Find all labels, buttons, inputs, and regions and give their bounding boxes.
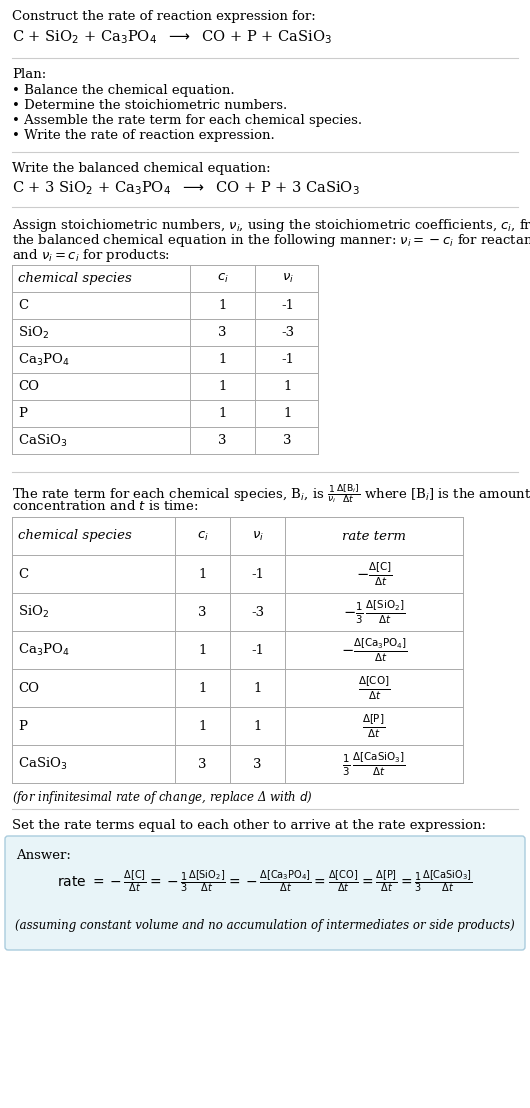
Text: rate $= -\frac{\Delta[\mathrm{C}]}{\Delta t} = -\frac{1}{3}\frac{\Delta[\mathrm{: rate $= -\frac{\Delta[\mathrm{C}]}{\Delt… (57, 869, 473, 894)
Text: $c_i$: $c_i$ (197, 530, 208, 543)
Text: C: C (18, 299, 28, 312)
Text: $\frac{1}{3}\,\frac{\Delta[\mathrm{CaSiO_3}]}{\Delta t}$: $\frac{1}{3}\,\frac{\Delta[\mathrm{CaSiO… (342, 750, 406, 778)
Text: • Write the rate of reaction expression.: • Write the rate of reaction expression. (12, 129, 275, 142)
Text: Assign stoichiometric numbers, $\nu_i$, using the stoichiometric coefficients, $: Assign stoichiometric numbers, $\nu_i$, … (12, 217, 530, 234)
Text: $\nu_i$: $\nu_i$ (281, 271, 294, 285)
Text: 3: 3 (218, 434, 227, 447)
Text: -3: -3 (281, 326, 294, 339)
Text: 1: 1 (198, 567, 207, 581)
Text: 1: 1 (218, 407, 227, 420)
Text: -1: -1 (281, 299, 294, 312)
Text: concentration and $t$ is time:: concentration and $t$ is time: (12, 499, 198, 513)
Text: 1: 1 (198, 719, 207, 732)
Text: 1: 1 (218, 353, 227, 366)
Text: • Assemble the rate term for each chemical species.: • Assemble the rate term for each chemic… (12, 114, 362, 127)
Text: (for infinitesimal rate of change, replace Δ with $d$): (for infinitesimal rate of change, repla… (12, 789, 313, 806)
FancyBboxPatch shape (5, 837, 525, 950)
Text: 3: 3 (198, 605, 207, 618)
Text: 1: 1 (198, 644, 207, 657)
Text: -1: -1 (251, 567, 264, 581)
Text: C + 3 SiO$_2$ + Ca$_3$PO$_4$  $\longrightarrow$  CO + P + 3 CaSiO$_3$: C + 3 SiO$_2$ + Ca$_3$PO$_4$ $\longright… (12, 179, 360, 197)
Text: Write the balanced chemical equation:: Write the balanced chemical equation: (12, 162, 271, 175)
Bar (12, 265, 318, 454)
Text: the balanced chemical equation in the following manner: $\nu_i = -c_i$ for react: the balanced chemical equation in the fo… (12, 232, 530, 249)
Text: (assuming constant volume and no accumulation of intermediates or side products): (assuming constant volume and no accumul… (15, 919, 515, 932)
Text: 1: 1 (218, 380, 227, 393)
Text: SiO$_2$: SiO$_2$ (18, 604, 49, 620)
Text: $\frac{\Delta[\mathrm{P}]}{\Delta t}$: $\frac{\Delta[\mathrm{P}]}{\Delta t}$ (363, 712, 386, 740)
Text: 1: 1 (284, 407, 292, 420)
Text: Answer:: Answer: (16, 849, 71, 862)
Text: $\frac{\Delta[\mathrm{CO}]}{\Delta t}$: $\frac{\Delta[\mathrm{CO}]}{\Delta t}$ (358, 675, 390, 701)
Text: 1: 1 (253, 719, 262, 732)
Text: The rate term for each chemical species, B$_i$, is $\frac{1}{\nu_i}\frac{\Delta[: The rate term for each chemical species,… (12, 482, 530, 505)
Text: SiO$_2$: SiO$_2$ (18, 325, 49, 340)
Text: CaSiO$_3$: CaSiO$_3$ (18, 432, 67, 449)
Text: $-\frac{\Delta[\mathrm{C}]}{\Delta t}$: $-\frac{\Delta[\mathrm{C}]}{\Delta t}$ (356, 561, 392, 587)
Text: $-\frac{1}{3}\,\frac{\Delta[\mathrm{SiO_2}]}{\Delta t}$: $-\frac{1}{3}\,\frac{\Delta[\mathrm{SiO_… (343, 598, 405, 626)
Text: • Balance the chemical equation.: • Balance the chemical equation. (12, 84, 235, 98)
Text: 3: 3 (218, 326, 227, 339)
Text: 1: 1 (253, 681, 262, 695)
Text: 1: 1 (218, 299, 227, 312)
Text: P: P (18, 407, 27, 420)
Text: 3: 3 (198, 758, 207, 770)
Text: Ca$_3$PO$_4$: Ca$_3$PO$_4$ (18, 642, 69, 658)
Text: $\nu_i$: $\nu_i$ (252, 530, 263, 543)
Text: -1: -1 (281, 353, 294, 366)
Text: 1: 1 (198, 681, 207, 695)
Text: Set the rate terms equal to each other to arrive at the rate expression:: Set the rate terms equal to each other t… (12, 819, 486, 832)
Text: chemical species: chemical species (18, 271, 132, 285)
Text: Ca$_3$PO$_4$: Ca$_3$PO$_4$ (18, 351, 69, 368)
Text: • Determine the stoichiometric numbers.: • Determine the stoichiometric numbers. (12, 99, 287, 112)
Text: Plan:: Plan: (12, 68, 46, 81)
Text: 3: 3 (283, 434, 292, 447)
Text: -1: -1 (251, 644, 264, 657)
Text: CO: CO (18, 681, 39, 695)
Text: C + SiO$_2$ + Ca$_3$PO$_4$  $\longrightarrow$  CO + P + CaSiO$_3$: C + SiO$_2$ + Ca$_3$PO$_4$ $\longrightar… (12, 28, 332, 45)
Text: chemical species: chemical species (18, 530, 132, 543)
Text: Construct the rate of reaction expression for:: Construct the rate of reaction expressio… (12, 10, 316, 23)
Text: -3: -3 (251, 605, 264, 618)
Text: CO: CO (18, 380, 39, 393)
Bar (12, 517, 463, 783)
Text: P: P (18, 719, 27, 732)
Text: and $\nu_i = c_i$ for products:: and $\nu_i = c_i$ for products: (12, 247, 170, 264)
Text: CaSiO$_3$: CaSiO$_3$ (18, 756, 67, 772)
Text: C: C (18, 567, 28, 581)
Text: 3: 3 (253, 758, 262, 770)
Text: 1: 1 (284, 380, 292, 393)
Text: $-\frac{\Delta[\mathrm{Ca_3PO_4}]}{\Delta t}$: $-\frac{\Delta[\mathrm{Ca_3PO_4}]}{\Delt… (341, 636, 408, 664)
Text: $c_i$: $c_i$ (217, 271, 228, 285)
Text: rate term: rate term (342, 530, 406, 543)
